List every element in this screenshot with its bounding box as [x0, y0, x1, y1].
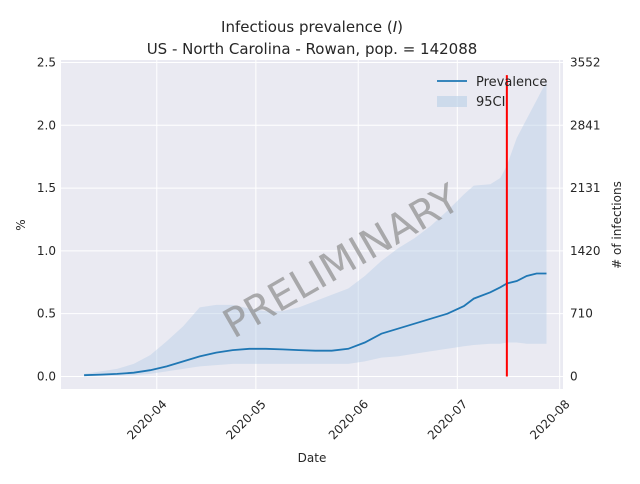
y-right-axis-ticks: 0 710 1420 2131 2841 3552: [570, 56, 601, 384]
y-tick-label-0: 0.0: [37, 369, 56, 383]
plot-area: [61, 60, 563, 389]
legend-label-prevalence: Prevalence: [476, 75, 547, 90]
legend-band-swatch: [437, 96, 467, 107]
chart-title-variable: I: [393, 18, 398, 36]
prevalence-line: [84, 272, 547, 377]
x-axis-ticks: 2020-04 2020-05 2020-06 2020-07 2020-08: [124, 397, 572, 442]
x-axis-label: Date: [298, 451, 327, 465]
y-right-tick-label-2: 1420: [570, 244, 601, 258]
x-tick-label-0: 2020-04: [124, 397, 169, 442]
y-tick-label-2: 1.0: [37, 244, 56, 258]
x-tick-label-2: 2020-06: [326, 397, 371, 442]
y-axis-ticks: 0.0 0.5 1.0 1.5 2.0 2.5: [37, 56, 56, 384]
y-right-tick-label-3: 2131: [570, 181, 601, 195]
x-tick-label-3: 2020-07: [425, 397, 470, 442]
y-right-tick-label-5: 3552: [570, 56, 601, 70]
y-right-tick-label-1: 710: [570, 307, 593, 321]
grid-lines: [61, 60, 563, 389]
y-tick-label-1: 0.5: [37, 307, 56, 321]
chart-title-text: Infectious prevalence (: [221, 18, 393, 36]
legend-label-95ci: 95CI: [476, 95, 505, 110]
chart-title-paren: ): [397, 18, 403, 36]
chart-title-line1: Infectious prevalence (I): [221, 18, 403, 36]
y-tick-label-3: 1.5: [37, 181, 56, 195]
chart-title-line2: US - North Carolina - Rowan, pop. = 1420…: [147, 40, 478, 58]
y-right-tick-label-4: 2841: [570, 118, 601, 132]
y-tick-label-5: 2.5: [37, 56, 56, 70]
y-right-tick-label-0: 0: [570, 369, 578, 383]
legend: Prevalence 95CI: [437, 75, 547, 110]
ci-band: [84, 81, 547, 377]
y-tick-label-4: 2.0: [37, 118, 56, 132]
x-tick-label-4: 2020-08: [527, 397, 572, 442]
y-axis-label: %: [14, 219, 28, 230]
y-right-axis-label: # of infections: [610, 181, 624, 269]
x-tick-label-1: 2020-05: [223, 397, 268, 442]
